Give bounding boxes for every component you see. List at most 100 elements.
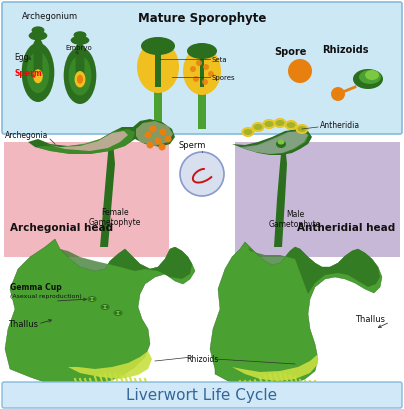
Text: (Asexual reproduction): (Asexual reproduction) <box>10 293 82 298</box>
Circle shape <box>164 136 172 143</box>
Ellipse shape <box>274 120 286 128</box>
Polygon shape <box>45 132 128 152</box>
Circle shape <box>202 80 208 86</box>
Ellipse shape <box>101 304 109 310</box>
Polygon shape <box>155 50 161 88</box>
Ellipse shape <box>286 123 295 129</box>
Polygon shape <box>232 354 318 381</box>
Polygon shape <box>60 247 192 279</box>
Ellipse shape <box>252 124 263 132</box>
Circle shape <box>190 67 196 73</box>
Ellipse shape <box>276 121 284 127</box>
Text: Archegonial head: Archegonial head <box>10 222 113 232</box>
Ellipse shape <box>77 76 83 85</box>
Circle shape <box>101 306 105 309</box>
Ellipse shape <box>353 70 383 90</box>
Ellipse shape <box>274 119 286 129</box>
Text: Sperm: Sperm <box>178 141 206 150</box>
Ellipse shape <box>263 121 274 129</box>
Ellipse shape <box>74 32 86 40</box>
Polygon shape <box>235 143 400 257</box>
Ellipse shape <box>263 120 276 130</box>
Ellipse shape <box>33 70 43 84</box>
Ellipse shape <box>284 121 297 131</box>
Circle shape <box>160 129 166 136</box>
Polygon shape <box>210 243 382 389</box>
Circle shape <box>105 306 109 309</box>
Ellipse shape <box>297 126 307 134</box>
Polygon shape <box>198 62 206 130</box>
Circle shape <box>154 138 162 145</box>
Ellipse shape <box>276 141 286 148</box>
Ellipse shape <box>244 130 252 136</box>
Ellipse shape <box>278 140 284 145</box>
Ellipse shape <box>297 127 307 133</box>
Text: Egg: Egg <box>14 52 29 61</box>
Text: Gemma Cup: Gemma Cup <box>10 282 62 291</box>
Polygon shape <box>154 60 162 130</box>
Polygon shape <box>5 239 195 387</box>
Ellipse shape <box>71 37 89 46</box>
Ellipse shape <box>141 38 175 56</box>
Polygon shape <box>76 45 84 76</box>
Text: Mature Sporophyte: Mature Sporophyte <box>138 12 266 25</box>
Circle shape <box>114 312 118 315</box>
Text: Antheridia: Antheridia <box>320 120 360 129</box>
Polygon shape <box>240 132 308 155</box>
Polygon shape <box>100 143 115 247</box>
Text: Male
Gametophyte: Male Gametophyte <box>269 209 321 229</box>
Text: Archegonium: Archegonium <box>22 12 78 21</box>
Circle shape <box>88 298 91 301</box>
Circle shape <box>180 153 224 196</box>
FancyBboxPatch shape <box>2 3 402 135</box>
Polygon shape <box>248 247 380 294</box>
Ellipse shape <box>88 297 95 301</box>
Circle shape <box>158 144 166 151</box>
Circle shape <box>147 142 154 149</box>
Text: Spores: Spores <box>212 75 236 81</box>
Ellipse shape <box>295 125 309 135</box>
Ellipse shape <box>365 71 379 81</box>
Ellipse shape <box>253 125 263 131</box>
Ellipse shape <box>137 42 179 94</box>
FancyBboxPatch shape <box>2 382 402 408</box>
Text: Rhizoids: Rhizoids <box>322 45 368 55</box>
Polygon shape <box>35 130 135 155</box>
Text: Seta: Seta <box>212 57 227 63</box>
Ellipse shape <box>242 129 253 137</box>
Ellipse shape <box>242 128 255 138</box>
Polygon shape <box>28 128 138 155</box>
Ellipse shape <box>114 311 122 315</box>
Text: Liverwort Life Cycle: Liverwort Life Cycle <box>126 388 278 402</box>
Circle shape <box>203 65 209 71</box>
Text: Antheridial head: Antheridial head <box>297 222 395 232</box>
Polygon shape <box>274 145 287 247</box>
Text: Spore: Spore <box>274 47 306 57</box>
Circle shape <box>93 298 95 301</box>
Circle shape <box>196 61 202 67</box>
Text: Sperm: Sperm <box>14 70 42 78</box>
Circle shape <box>193 77 199 83</box>
Polygon shape <box>68 351 152 379</box>
Ellipse shape <box>22 44 54 103</box>
Text: Thallus: Thallus <box>8 320 38 329</box>
Ellipse shape <box>359 71 381 85</box>
Polygon shape <box>200 53 204 88</box>
Text: Female
Gametophyte: Female Gametophyte <box>89 207 141 227</box>
Text: Thallus: Thallus <box>355 315 385 324</box>
Ellipse shape <box>32 27 44 35</box>
Circle shape <box>208 72 214 78</box>
Polygon shape <box>240 132 309 155</box>
Ellipse shape <box>27 52 49 94</box>
Circle shape <box>149 126 156 133</box>
Text: Embryo: Embryo <box>65 45 92 51</box>
Ellipse shape <box>286 122 297 130</box>
Ellipse shape <box>101 305 109 309</box>
Circle shape <box>145 132 152 139</box>
Text: Rhizoids: Rhizoids <box>186 354 218 363</box>
Polygon shape <box>136 122 173 147</box>
Circle shape <box>331 88 345 102</box>
Ellipse shape <box>114 310 122 316</box>
Ellipse shape <box>183 48 221 96</box>
Ellipse shape <box>64 48 96 105</box>
